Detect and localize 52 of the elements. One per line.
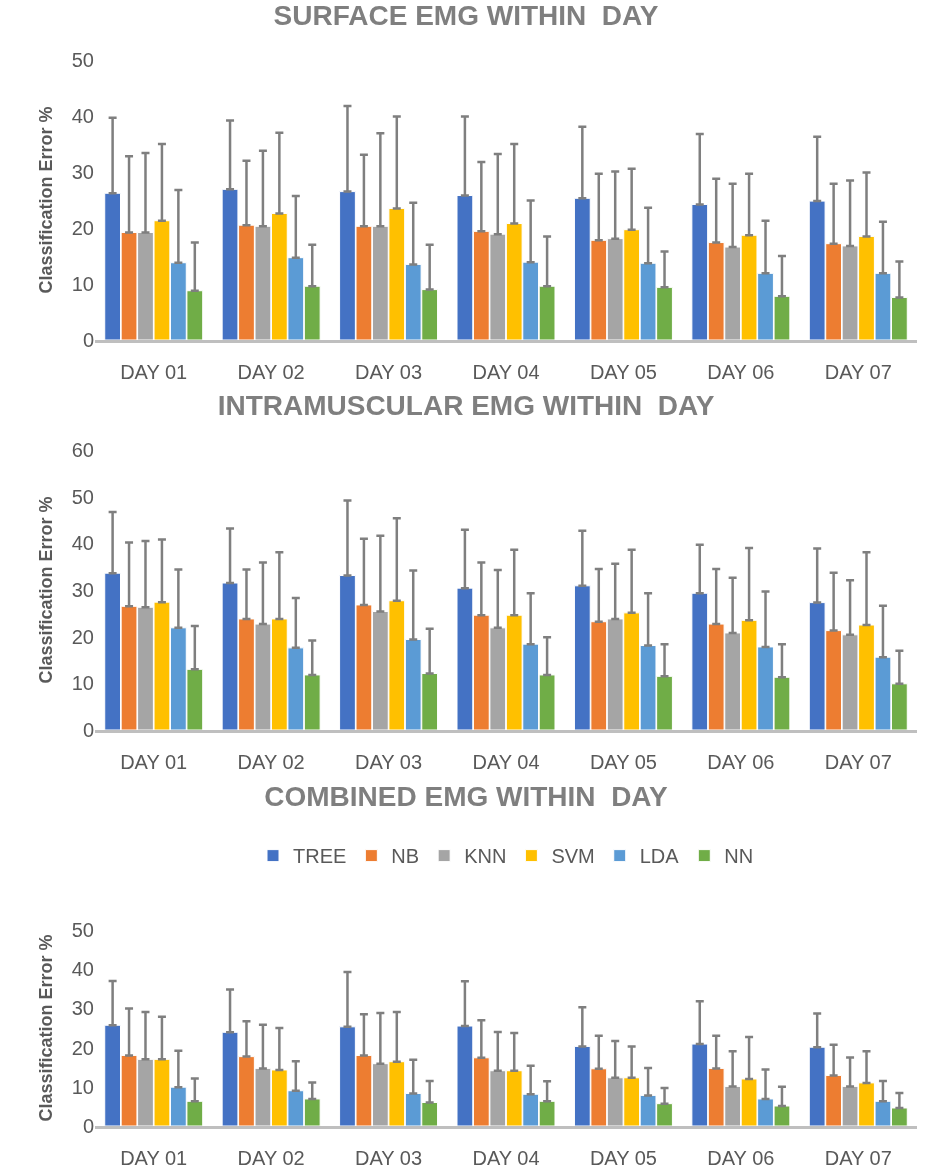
legend-label: NB — [391, 845, 420, 868]
legend-label: NN — [724, 845, 754, 868]
legend-label: TREE — [293, 845, 347, 868]
x-tick-label: DAY 05 — [589, 751, 657, 773]
y-tick-label: 0 — [82, 329, 94, 351]
y-tick-label: 40 — [71, 105, 94, 127]
x-tick-label: DAY 02 — [237, 1147, 305, 1169]
y-tick-label: 50 — [71, 49, 94, 71]
y-tick-label: 30 — [71, 161, 94, 183]
x-tick-label: DAY 06 — [707, 751, 775, 773]
x-tick-label: DAY 07 — [824, 361, 892, 383]
y-tick-label: 0 — [82, 719, 94, 741]
chart-title: SURFACE EMG WITHIN DAY — [273, 0, 659, 32]
x-tick-label: DAY 04 — [472, 361, 540, 383]
y-tick-label: 50 — [71, 919, 94, 941]
x-tick-label: DAY 01 — [120, 1147, 188, 1169]
y-tick-label: 20 — [71, 1036, 94, 1059]
y-tick-label: 60 — [71, 439, 94, 461]
x-tick-label: DAY 06 — [707, 1147, 775, 1169]
x-tick-label: DAY 07 — [824, 1147, 892, 1169]
y-tick-label: 0 — [82, 1115, 94, 1137]
y-tick-label: 40 — [71, 958, 94, 981]
x-tick-label: DAY 05 — [589, 1147, 657, 1169]
x-tick-label: DAY 01 — [120, 361, 188, 383]
x-tick-label: DAY 06 — [707, 361, 775, 383]
x-tick-label: DAY 02 — [237, 751, 305, 773]
chart-title: INTRAMUSCULAR EMG WITHIN DAY — [217, 390, 715, 422]
y-tick-label: 50 — [71, 485, 94, 508]
x-tick-label: DAY 01 — [120, 751, 188, 773]
x-tick-label: DAY 07 — [824, 751, 892, 773]
y-axis-title: Classification Error % — [35, 934, 56, 1122]
legend-label: SVM — [551, 845, 595, 868]
legend-label: KNN — [464, 845, 507, 868]
y-tick-label: 10 — [71, 672, 94, 695]
x-tick-label: DAY 02 — [237, 361, 305, 383]
y-tick-label: 30 — [71, 997, 94, 1020]
x-tick-label: DAY 03 — [355, 1147, 423, 1169]
y-tick-label: 20 — [71, 217, 94, 239]
x-tick-label: DAY 05 — [589, 361, 657, 383]
y-tick-label: 10 — [71, 273, 94, 295]
x-tick-label: DAY 03 — [355, 361, 423, 383]
y-axis-title: Classification Error % — [35, 106, 56, 294]
x-tick-label: DAY 03 — [355, 751, 423, 773]
y-tick-label: 30 — [71, 579, 94, 601]
x-tick-label: DAY 04 — [472, 1147, 540, 1169]
y-axis-title: Classification Error % — [35, 496, 56, 684]
legend-label: LDA — [639, 845, 680, 868]
y-tick-label: 20 — [71, 625, 94, 648]
x-tick-label: DAY 04 — [472, 751, 540, 773]
y-tick-label: 10 — [71, 1075, 94, 1098]
y-tick-label: 40 — [71, 532, 94, 555]
chart-title: COMBINED EMG WITHIN DAY — [264, 780, 669, 812]
